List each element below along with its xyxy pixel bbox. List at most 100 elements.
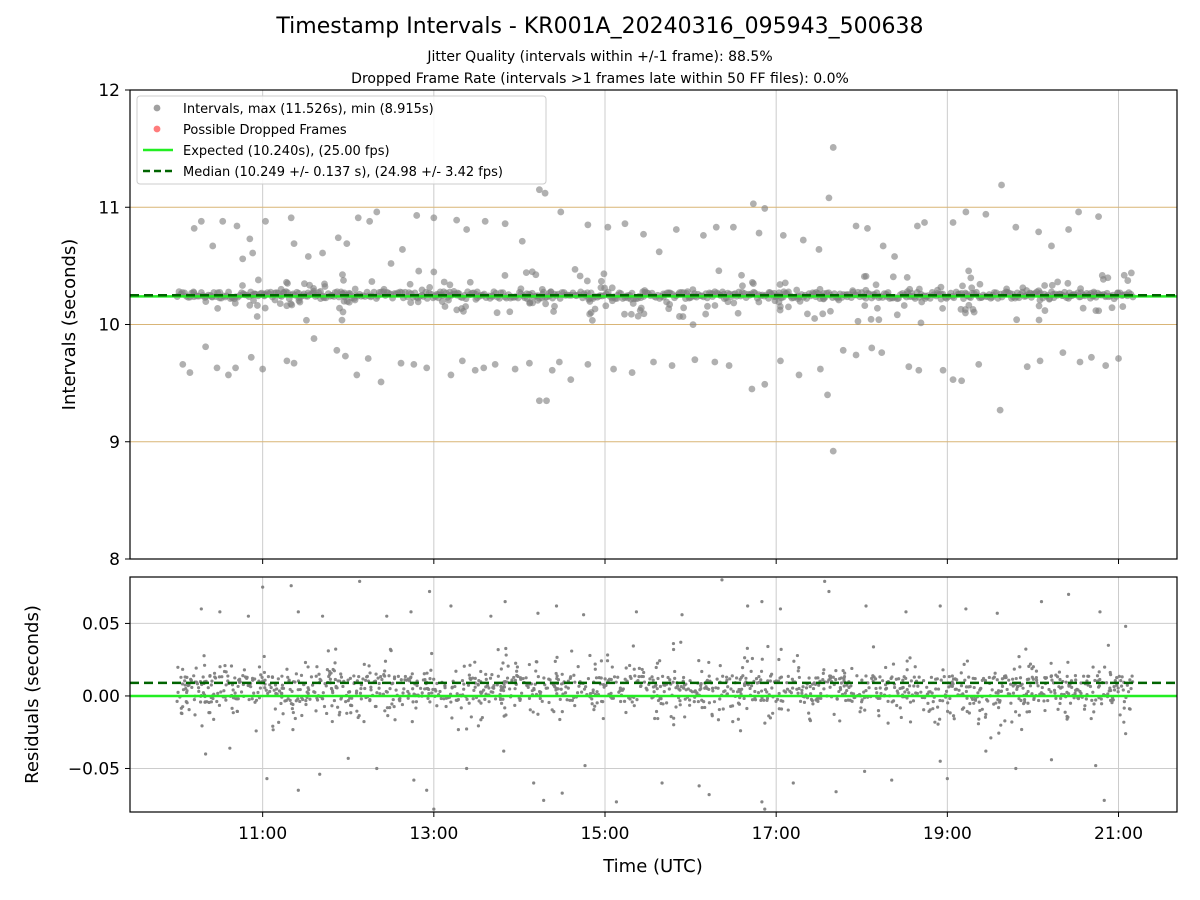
interval-point: [233, 676, 237, 680]
interval-point: [756, 691, 761, 695]
interval-point: [844, 698, 848, 703]
outlier-point: [232, 364, 239, 372]
outlier-point: [1012, 223, 1020, 231]
interval-point: [738, 271, 745, 279]
interval-point: [239, 282, 246, 289]
interval-point: [476, 724, 481, 728]
interval-point: [450, 686, 454, 690]
interval-point: [963, 678, 967, 682]
interval-point: [361, 677, 365, 681]
interval-point: [1009, 701, 1013, 705]
interval-point: [679, 640, 683, 644]
interval-point: [514, 661, 518, 665]
interval-point: [558, 717, 562, 722]
interval-point: [702, 700, 706, 704]
interval-point: [660, 674, 665, 678]
interval-point: [884, 686, 889, 690]
outlier-point: [964, 607, 968, 611]
interval-point: [849, 287, 857, 295]
outlier-point: [791, 781, 795, 785]
interval-point: [759, 678, 763, 682]
outlier-point: [891, 253, 898, 260]
outlier-point: [823, 579, 827, 583]
outlier-point: [779, 231, 787, 239]
interval-point: [1054, 278, 1062, 286]
interval-point: [527, 662, 531, 667]
interval-point: [590, 702, 594, 706]
interval-point: [816, 696, 821, 700]
interval-point: [808, 717, 812, 721]
interval-point: [735, 690, 740, 694]
interval-point: [586, 298, 594, 305]
interval-point: [373, 704, 377, 709]
outlier-point: [430, 214, 438, 222]
interval-point: [526, 685, 530, 689]
interval-point: [559, 687, 563, 691]
interval-point: [455, 698, 459, 703]
interval-point: [707, 674, 711, 678]
interval-point: [938, 698, 942, 703]
interval-point: [740, 666, 745, 670]
interval-point: [306, 691, 310, 696]
interval-point: [912, 675, 916, 679]
legend-label: Possible Dropped Frames: [183, 123, 347, 138]
interval-point: [336, 705, 340, 709]
interval-point: [1035, 287, 1043, 295]
outlier-point: [296, 788, 300, 792]
interval-point: [347, 690, 352, 694]
interval-point: [387, 674, 391, 678]
interval-point: [1035, 316, 1043, 324]
outlier-point: [555, 358, 563, 366]
outlier-point: [584, 360, 592, 368]
interval-point: [334, 647, 338, 651]
interval-point: [689, 321, 697, 328]
outlier-point: [604, 223, 612, 231]
interval-point: [247, 697, 251, 702]
interval-point: [250, 676, 255, 680]
interval-point: [351, 296, 359, 304]
interval-point: [388, 706, 392, 710]
interval-point: [290, 689, 294, 693]
outlier-point: [343, 240, 351, 247]
outlier-point: [760, 600, 764, 604]
interval-point: [743, 656, 747, 660]
interval-point: [965, 301, 973, 309]
interval-point: [658, 684, 663, 689]
interval-point: [362, 662, 366, 666]
interval-point: [828, 685, 832, 689]
interval-point: [1036, 698, 1041, 703]
outlier-point: [996, 406, 1004, 414]
outlier-point: [410, 360, 418, 368]
interval-point: [889, 273, 897, 281]
interval-point: [901, 678, 905, 682]
interval-point: [499, 667, 503, 671]
interval-point: [359, 686, 363, 691]
outlier-point: [387, 260, 395, 267]
interval-point: [673, 669, 677, 674]
interval-point: [399, 678, 403, 682]
interval-point: [629, 300, 637, 307]
interval-point: [807, 711, 811, 715]
interval-point: [270, 675, 275, 679]
outlier-point: [938, 604, 942, 608]
interval-point: [822, 687, 826, 691]
interval-point: [217, 703, 222, 707]
interval-point: [1028, 684, 1033, 688]
interval-point: [707, 701, 712, 705]
interval-point: [995, 678, 999, 682]
interval-point: [632, 667, 636, 671]
interval-point: [502, 680, 506, 684]
interval-point: [499, 684, 503, 689]
interval-point: [382, 672, 386, 677]
interval-point: [202, 663, 207, 667]
interval-point: [460, 307, 467, 315]
outlier-point: [975, 360, 983, 368]
outlier-point: [233, 222, 241, 230]
interval-point: [616, 675, 620, 679]
outlier-point: [864, 224, 871, 232]
interval-point: [641, 674, 645, 679]
interval-point: [591, 688, 595, 692]
interval-point: [1027, 664, 1031, 669]
interval-point: [462, 682, 466, 686]
outlier-point: [518, 237, 526, 245]
